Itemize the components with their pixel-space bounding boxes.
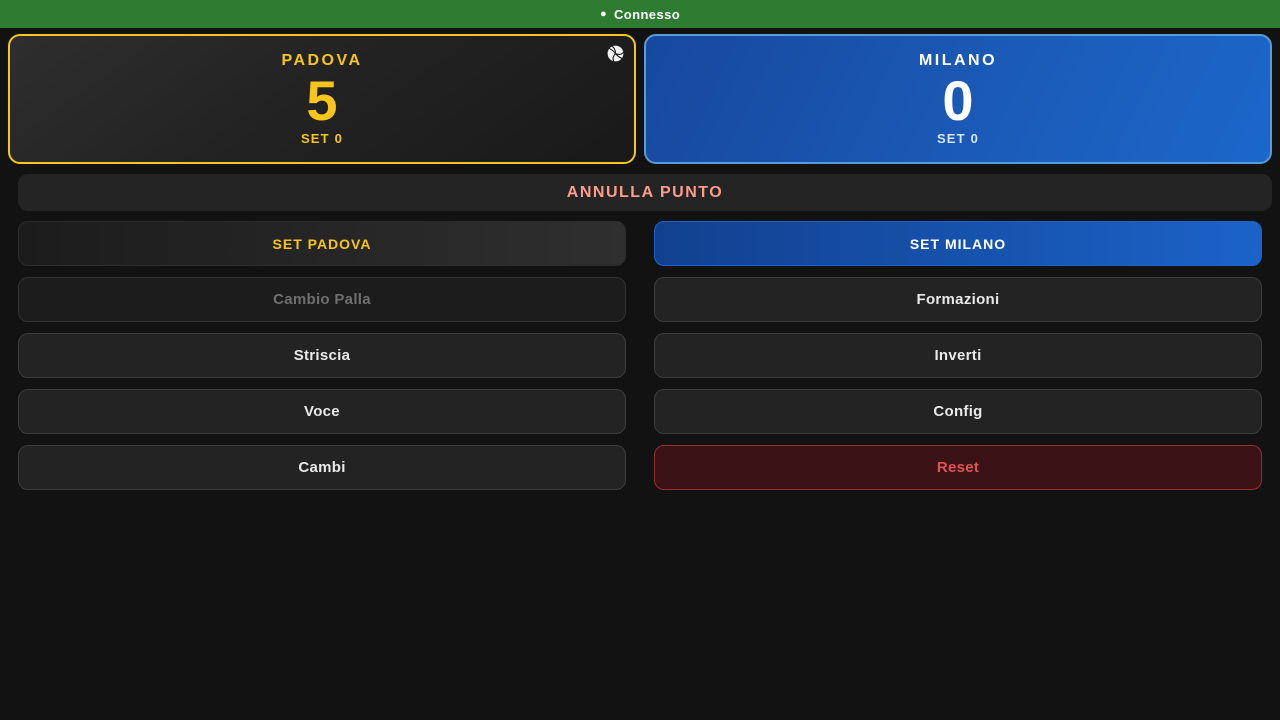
cambio-palla-button[interactable]: Cambio Palla xyxy=(18,277,626,322)
team-card-milano[interactable]: MILANO 0 SET 0 xyxy=(644,34,1272,164)
annulla-punto-button[interactable]: ANNULLA PUNTO xyxy=(18,174,1272,211)
team-score-milano: 0 xyxy=(942,69,974,133)
connection-dot-icon: ● xyxy=(599,7,607,20)
team-set-count-milano: SET 0 xyxy=(936,130,980,146)
formazioni-button[interactable]: Formazioni xyxy=(654,277,1262,322)
reset-button[interactable]: Reset xyxy=(654,445,1262,490)
team-set-count-padova: SET 0 xyxy=(300,130,344,146)
volleyball-icon xyxy=(606,44,625,63)
connection-status-bar: ● Connesso xyxy=(0,0,1280,28)
set-milano-button[interactable]: SET MILANO xyxy=(654,221,1262,266)
team-name-padova: PADOVA xyxy=(281,52,363,70)
striscia-button[interactable]: Striscia xyxy=(18,333,626,378)
config-button[interactable]: Config xyxy=(654,389,1262,434)
set-padova-button[interactable]: SET PADOVA xyxy=(18,221,626,266)
score-row: PADOVA 5 SET 0 MILANO 0 SET 0 xyxy=(8,34,1272,164)
team-score-padova: 5 xyxy=(306,69,338,133)
team-name-milano: MILANO xyxy=(918,52,998,70)
cambi-button[interactable]: Cambi xyxy=(18,445,626,490)
team-card-padova[interactable]: PADOVA 5 SET 0 xyxy=(8,34,636,164)
inverti-button[interactable]: Inverti xyxy=(654,333,1262,378)
voce-button[interactable]: Voce xyxy=(18,389,626,434)
actions-grid: SET PADOVA SET MILANO Cambio Palla Forma… xyxy=(18,221,1262,490)
connection-status-label: Connesso xyxy=(614,6,681,22)
